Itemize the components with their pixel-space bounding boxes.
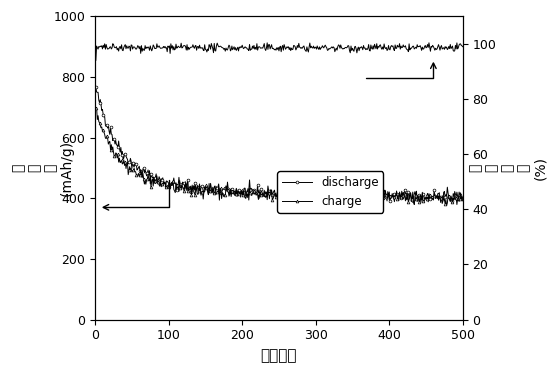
X-axis label: 循环次数: 循环次数: [261, 348, 297, 363]
charge: [93, 105, 100, 110]
Y-axis label: 库
伦
效
率
(%): 库 伦 效 率 (%): [468, 156, 547, 180]
charge: [452, 196, 459, 200]
charge: [93, 106, 99, 110]
charge: [270, 196, 276, 201]
discharge: [311, 191, 318, 195]
charge: [394, 196, 401, 201]
charge: [311, 194, 318, 198]
charge: [459, 194, 466, 199]
discharge: [393, 192, 400, 197]
Line: discharge: discharge: [94, 86, 464, 205]
discharge: [451, 189, 458, 194]
discharge: [93, 85, 99, 89]
discharge: [291, 187, 298, 191]
charge: [292, 195, 299, 199]
charge: [267, 187, 274, 192]
charge: [443, 203, 450, 208]
discharge: [459, 199, 466, 203]
Y-axis label: 比
容
量
(mAh/g): 比 容 量 (mAh/g): [11, 140, 74, 196]
Line: charge: charge: [94, 106, 464, 207]
Legend: discharge, charge: discharge, charge: [277, 171, 383, 213]
discharge: [439, 201, 445, 206]
discharge: [267, 190, 273, 194]
discharge: [269, 193, 276, 197]
